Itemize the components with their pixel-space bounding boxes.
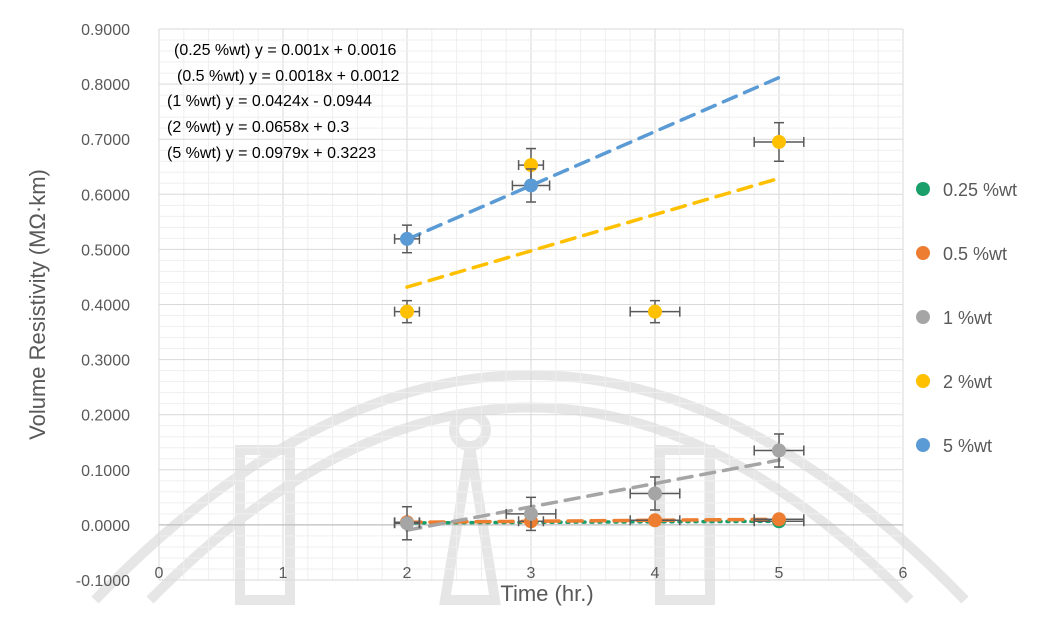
trendline-5-wt — [405, 75, 781, 242]
watermark-arc-outer — [91, 370, 969, 604]
legend-marker — [916, 246, 930, 260]
marker-0-5-wt — [648, 513, 662, 528]
axis-tick-labels: 0 1 2 3 4 5 6 -0.1000 0.0000 0.1000 0.2000 0.3000 0.… — [76, 22, 908, 590]
y-tick-label: 0.5000 — [81, 242, 130, 259]
legend-marker — [916, 438, 930, 452]
trendline-2-wt — [405, 176, 781, 289]
legend-marker — [916, 310, 930, 324]
x-tick-label: 3 — [527, 565, 536, 582]
trendline-equation: (5 %wt) y = 0.0979x + 0.3223 — [167, 145, 376, 162]
y-tick-label: 0.3000 — [81, 353, 130, 370]
legend-item: 0.5 %wt — [916, 244, 1007, 264]
legend-marker — [916, 182, 930, 196]
marker-1-wt — [400, 516, 414, 531]
x-tick-label: 2 — [403, 565, 412, 582]
legend-item: 0.25 %wt — [916, 180, 1017, 200]
marker-1-wt — [772, 443, 786, 458]
legend-item: 2 %wt — [916, 372, 992, 392]
data-point — [629, 299, 681, 324]
data-point — [753, 121, 805, 162]
y-tick-label: 0.0000 — [81, 518, 130, 535]
marker-5-wt — [524, 178, 538, 193]
data-point — [393, 299, 421, 324]
legend-label: 2 %wt — [943, 372, 992, 392]
data-point — [753, 512, 805, 527]
trendline-equation: (0.25 %wt) y = 0.001x + 0.0016 — [174, 42, 396, 59]
trendline-equation: (0.5 %wt) y = 0.0018x + 0.0012 — [177, 68, 399, 85]
marker-5-wt — [400, 231, 414, 246]
x-tick-label: 5 — [775, 565, 784, 582]
trendline-equations: (0.25 %wt) y = 0.001x + 0.0016 (0.5 %wt) … — [167, 42, 399, 162]
marker-2-wt — [648, 304, 662, 319]
x-tick-label: 0 — [155, 565, 164, 582]
x-tick-label: 6 — [899, 565, 908, 582]
trendline-equation: (1 %wt) y = 0.0424x - 0.0944 — [167, 93, 372, 110]
trendline-1-wt — [405, 458, 781, 532]
legend-item: 1 %wt — [916, 308, 992, 328]
y-tick-label: 0.7000 — [81, 132, 130, 149]
marker-1-wt — [524, 506, 538, 521]
marker-0-5-wt — [772, 512, 786, 527]
legend-label: 1 %wt — [943, 308, 992, 328]
marker-2-wt — [400, 304, 414, 319]
y-tick-label: 0.4000 — [81, 298, 130, 315]
data-point — [393, 505, 421, 541]
legend-label: 0.5 %wt — [943, 244, 1007, 264]
data-point — [753, 433, 805, 468]
watermark-arc-inner — [146, 402, 914, 604]
data-point — [505, 496, 557, 532]
y-axis-title: Volume Resistivity (MΩ·km) — [25, 169, 50, 440]
data-points — [393, 121, 805, 541]
marker-2-wt — [772, 134, 786, 149]
marker-1-wt — [648, 486, 662, 501]
legend-item: 5 %wt — [916, 436, 992, 456]
data-point — [393, 224, 421, 254]
x-axis-title: Time (hr.) — [500, 581, 593, 606]
data-point — [629, 476, 681, 511]
trendline-0-5-wt — [405, 517, 781, 525]
data-point — [511, 168, 551, 203]
x-tick-label: 4 — [651, 565, 660, 582]
y-tick-label: 0.1000 — [81, 463, 130, 480]
trendlines — [405, 75, 781, 532]
y-tick-label: 0.9000 — [81, 22, 130, 39]
y-tick-label: 0.8000 — [81, 77, 130, 94]
legend-marker — [916, 374, 930, 388]
legend-label: 0.25 %wt — [943, 180, 1017, 200]
legend-label: 5 %wt — [943, 436, 992, 456]
legend: 0.25 %wt 0.5 %wt 1 %wt 2 %wt 5 %wt — [916, 180, 1017, 456]
data-point — [629, 513, 681, 528]
y-tick-label: 0.2000 — [81, 408, 130, 425]
trendline-equation: (2 %wt) y = 0.0658x + 0.3 — [167, 119, 349, 136]
y-tick-label: 0.6000 — [81, 187, 130, 204]
y-tick-label: -0.1000 — [76, 573, 130, 590]
x-tick-label: 1 — [279, 565, 288, 582]
